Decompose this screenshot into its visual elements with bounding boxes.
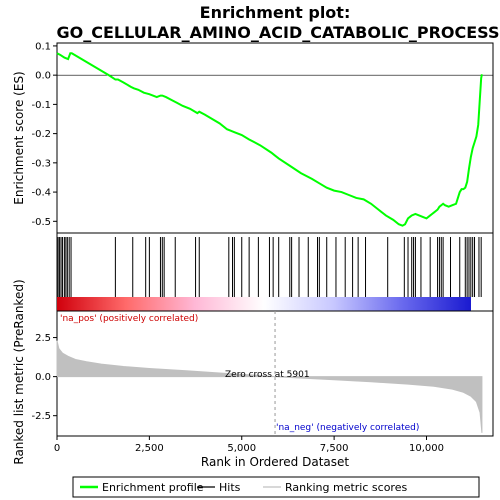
ranking-color-bar xyxy=(57,297,471,311)
legend-label: Ranking metric scores xyxy=(285,481,407,494)
metric-x-tick-label: 7,500 xyxy=(320,443,349,454)
metric-x-axis: 0 2,500 5,000 7,500 10,000 xyxy=(54,436,444,454)
es-y-axis: 0.1 0.0 -0.1 -0.2 -0.3 -0.4 -0.5 xyxy=(31,41,57,228)
positive-correlation-label: 'na_pos' (positively correlated) xyxy=(60,314,198,324)
es-y-tick-label: 0.1 xyxy=(35,41,51,52)
metric-y-tick-label: -2.5 xyxy=(31,411,51,422)
es-y-tick-label: -0.4 xyxy=(31,188,51,199)
es-y-axis-label: Enrichment score (ES) xyxy=(12,71,26,204)
chart-title-line2: GO_CELLULAR_AMINO_ACID_CATABOLIC_PROCESS xyxy=(57,23,500,42)
metric-y-tick-label: 2.5 xyxy=(35,333,51,344)
chart-title: Enrichment plot: xyxy=(200,3,351,22)
legend: Enrichment profile Hits Ranking metric sco… xyxy=(80,481,407,494)
metric-x-tick-label: 2,500 xyxy=(135,443,164,454)
es-panel-frame xyxy=(56,42,494,234)
ranking-metric-area xyxy=(56,340,483,433)
es-y-tick-label: 0.0 xyxy=(35,71,51,82)
es-y-tick-label: -0.5 xyxy=(31,217,51,228)
metric-x-tick-label: 5,000 xyxy=(227,443,256,454)
metric-x-axis-label: Rank in Ordered Dataset xyxy=(201,455,349,469)
zero-cross-label: Zero cross at 5901 xyxy=(225,370,310,380)
metric-y-axis: 2.5 0.0 -2.5 xyxy=(31,333,57,422)
metric-x-tick-label: 10,000 xyxy=(409,443,444,454)
legend-label: Enrichment profile xyxy=(102,481,204,494)
negative-correlation-label: 'na_neg' (negatively correlated) xyxy=(276,423,419,433)
es-y-tick-label: -0.3 xyxy=(31,158,51,169)
metric-y-axis-label: Ranked list metric (PreRanked) xyxy=(12,279,26,464)
enrichment-profile-line xyxy=(56,52,483,227)
es-y-tick-label: -0.2 xyxy=(31,129,51,140)
legend-label: Hits xyxy=(219,481,241,494)
metric-y-tick-label: 0.0 xyxy=(35,372,51,383)
hit-marks xyxy=(57,237,482,297)
metric-x-tick-label: 0 xyxy=(54,443,60,454)
es-y-tick-label: -0.1 xyxy=(31,100,51,111)
